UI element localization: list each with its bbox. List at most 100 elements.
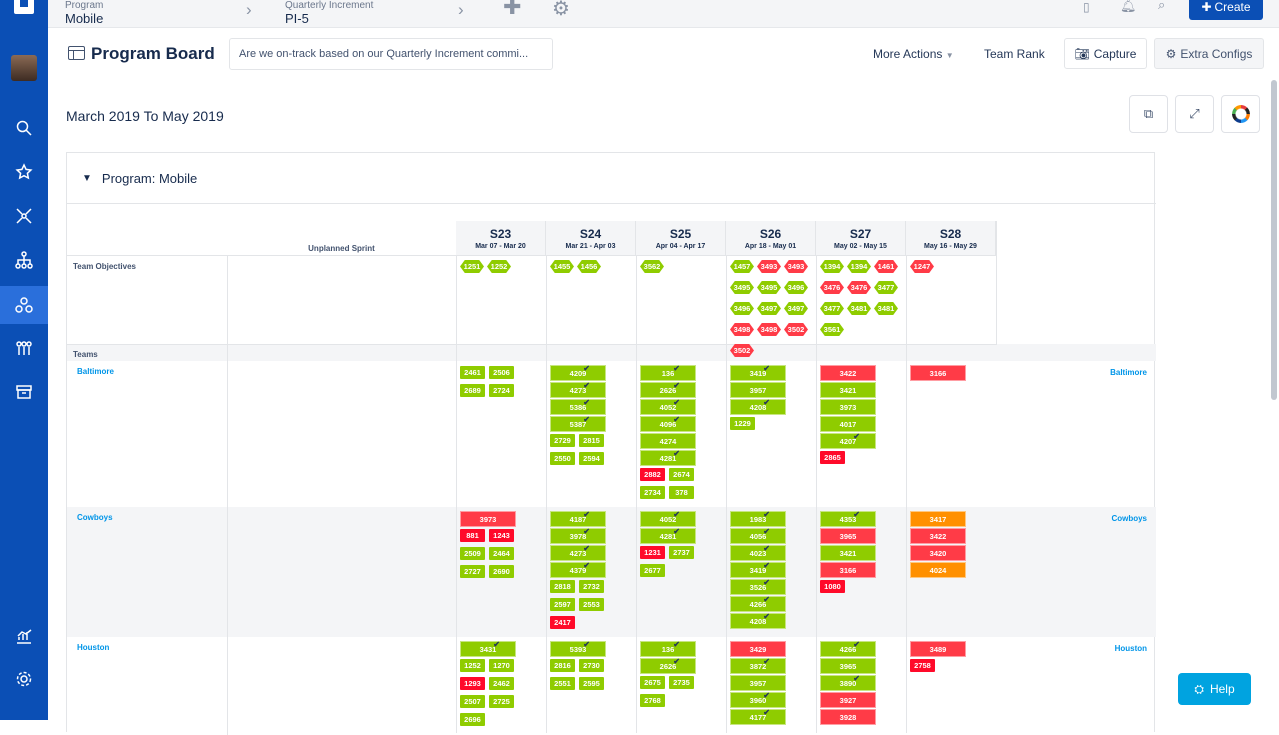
teams-icon[interactable] (0, 329, 48, 367)
dependency-chip[interactable]: 2689 (460, 384, 485, 397)
objective-hex[interactable]: 1251 (460, 260, 484, 273)
more-actions-button[interactable]: More Actions ▼ (873, 47, 954, 61)
objective-hex[interactable]: 1456 (577, 260, 601, 273)
objective-hex[interactable]: 3561 (820, 323, 844, 336)
dependency-chip[interactable]: 2677 (640, 564, 665, 577)
search-icon[interactable]: ⌕ (1158, 0, 1166, 12)
team-link[interactable]: Cowboys (77, 513, 113, 522)
feature-card[interactable]: 3419 ✔ (730, 364, 786, 381)
objective-hex[interactable]: 3495 (757, 281, 781, 294)
feature-card[interactable]: 3973 (820, 399, 876, 415)
feature-card[interactable]: 3890 ✔ (820, 674, 876, 691)
feature-card[interactable]: 3526 ✔ (730, 578, 786, 595)
create-button[interactable]: ✚ Create (1189, 0, 1263, 20)
dependency-chip[interactable]: 2595 (579, 677, 604, 690)
feature-card[interactable]: 4266 ✔ (820, 640, 876, 657)
archive-icon[interactable] (0, 373, 48, 411)
capture-button[interactable]: 📷︎ Capture (1064, 38, 1147, 69)
bell-icon[interactable]: 🔔︎ (1120, 0, 1137, 13)
sprint-header[interactable]: S23 Mar 07 - Mar 20 (456, 221, 546, 255)
dependency-chip[interactable]: 378 (669, 486, 694, 499)
feature-card[interactable]: 3957 (730, 382, 786, 398)
objective-hex[interactable]: 3495 (730, 281, 754, 294)
objective-hex[interactable]: 3498 (757, 323, 781, 336)
objective-hex[interactable]: 3562 (640, 260, 664, 273)
pi-crumb[interactable]: PI-5 (285, 11, 309, 26)
objective-hex[interactable]: 3481 (874, 302, 898, 315)
feature-card[interactable]: 4056 ✔ (730, 527, 786, 544)
team-link[interactable]: Houston (77, 643, 110, 652)
objective-hex[interactable]: 3481 (847, 302, 871, 315)
feature-card[interactable]: 2626 ✔ (640, 657, 696, 674)
feature-card[interactable]: 3420 (910, 545, 966, 561)
dependency-chip[interactable]: 2509 (460, 547, 485, 560)
feature-card[interactable]: 4052 ✔ (640, 398, 696, 415)
feature-card[interactable]: 4281 ✔ (640, 527, 696, 544)
dependency-chip[interactable]: 2506 (489, 366, 514, 379)
dependency-chip[interactable]: 2865 (820, 451, 845, 464)
feature-card[interactable]: 3421 (820, 545, 876, 561)
dependency-chip[interactable]: 2735 (669, 676, 694, 689)
dependency-chip[interactable]: 2550 (550, 452, 575, 465)
feature-card[interactable]: 4208 ✔ (730, 398, 786, 415)
dependency-chip[interactable]: 1080 (820, 580, 845, 593)
team-link-right[interactable]: Baltimore (1110, 368, 1147, 377)
feature-card[interactable]: 1983 ✔ (730, 510, 786, 527)
objective-hex[interactable]: 1455 (550, 260, 574, 273)
feature-card[interactable]: 3965 (820, 528, 876, 544)
objective-hex[interactable]: 3497 (784, 302, 808, 315)
objective-hex[interactable]: 3498 (730, 323, 754, 336)
feature-card[interactable]: 4023 ✔ (730, 544, 786, 561)
add-icon[interactable]: ✚ (503, 0, 522, 19)
sprint-header[interactable]: S25 Apr 04 - Apr 17 (636, 221, 726, 255)
feature-card[interactable]: 3166 (820, 562, 876, 578)
dependency-chip[interactable]: 2417 (550, 616, 575, 629)
feature-card[interactable]: 3957 (730, 675, 786, 691)
network-icon[interactable] (0, 197, 48, 235)
avatar[interactable] (11, 55, 37, 81)
feature-card[interactable]: 4052 ✔ (640, 510, 696, 527)
feature-card[interactable]: 3166 (910, 365, 966, 381)
feature-card[interactable]: 3422 (910, 528, 966, 544)
dependency-chip[interactable]: 881 (460, 529, 485, 542)
dependency-chip[interactable]: 1270 (489, 659, 514, 672)
feature-card[interactable]: 3927 (820, 692, 876, 708)
dependency-chip[interactable]: 1231 (640, 546, 665, 559)
feature-card[interactable]: 136 ✔ (640, 640, 696, 657)
feature-card[interactable]: 3928 (820, 709, 876, 725)
objective-hex[interactable]: 3493 (784, 260, 808, 273)
objective-hex[interactable]: 1461 (874, 260, 898, 273)
sprint-header[interactable]: S24 Mar 21 - Apr 03 (546, 221, 636, 255)
sprint-header[interactable]: S26 Apr 18 - May 01 (726, 221, 816, 255)
feature-card[interactable]: 4281 ✔ (640, 449, 696, 466)
question-input[interactable]: Are we on-track based on our Quarterly I… (229, 38, 553, 70)
feature-card[interactable]: 3421 (820, 382, 876, 398)
objective-hex[interactable]: 3502 (730, 344, 754, 357)
objective-hex[interactable]: 1394 (847, 260, 871, 273)
feature-card[interactable]: 3419 ✔ (730, 561, 786, 578)
objective-hex[interactable]: 3476 (820, 281, 844, 294)
program-crumb[interactable]: Mobile (65, 11, 104, 26)
feature-card[interactable]: 4266 ✔ (730, 595, 786, 612)
dependency-chip[interactable]: 1252 (460, 659, 485, 672)
feature-card[interactable]: 3872 ✔ (730, 657, 786, 674)
dependency-chip[interactable]: 1293 (460, 677, 485, 690)
search-icon[interactable] (0, 109, 48, 147)
dependency-chip[interactable]: 2597 (550, 598, 575, 611)
objective-hex[interactable]: 3502 (784, 323, 808, 336)
dependency-chip[interactable]: 2816 (550, 659, 575, 672)
feature-card[interactable]: 3973 (460, 511, 516, 527)
feature-card[interactable]: 4208 ✔ (730, 612, 786, 629)
dependency-chip[interactable]: 2727 (460, 565, 485, 578)
objective-hex[interactable]: 3493 (757, 260, 781, 273)
dependency-chip[interactable]: 2732 (579, 580, 604, 593)
feature-card[interactable]: 136 ✔ (640, 364, 696, 381)
extra-configs-button[interactable]: ⚙ Extra Configs (1154, 38, 1264, 69)
objective-hex[interactable]: 3496 (784, 281, 808, 294)
dependency-chip[interactable]: 2690 (489, 565, 514, 578)
color-legend-button[interactable] (1221, 95, 1260, 133)
objective-hex[interactable]: 1247 (910, 260, 934, 273)
team-link[interactable]: Baltimore (77, 367, 114, 376)
feature-card[interactable]: 3429 (730, 641, 786, 657)
dependency-chip[interactable]: 2507 (460, 695, 485, 708)
